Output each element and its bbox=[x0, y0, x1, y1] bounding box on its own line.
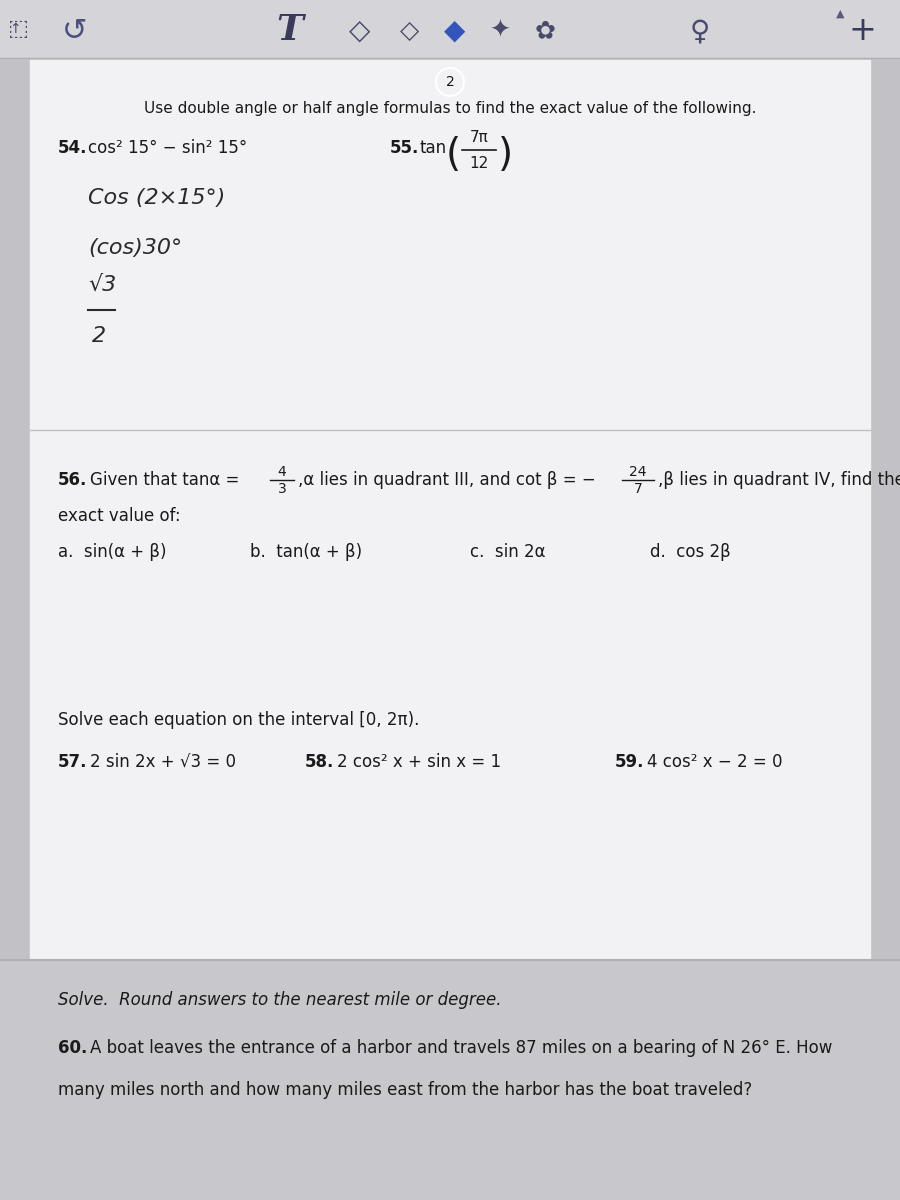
Text: ,β lies in quadrant IV, find the: ,β lies in quadrant IV, find the bbox=[658, 470, 900, 490]
Text: cos² 15° − sin² 15°: cos² 15° − sin² 15° bbox=[88, 139, 248, 157]
Text: 24: 24 bbox=[629, 464, 647, 479]
Text: T: T bbox=[276, 13, 303, 47]
Text: ): ) bbox=[498, 136, 513, 174]
Text: 7π: 7π bbox=[470, 131, 489, 145]
Text: many miles north and how many miles east from the harbor has the boat traveled?: many miles north and how many miles east… bbox=[58, 1081, 752, 1099]
Text: 54.: 54. bbox=[58, 139, 87, 157]
Text: A boat leaves the entrance of a harbor and travels 87 miles on a bearing of N 26: A boat leaves the entrance of a harbor a… bbox=[90, 1039, 833, 1057]
Text: ◇: ◇ bbox=[400, 19, 419, 43]
Text: ⬚: ⬚ bbox=[7, 19, 29, 38]
Text: b.  tan(α + β): b. tan(α + β) bbox=[250, 542, 362, 560]
Text: 60.: 60. bbox=[58, 1039, 87, 1057]
Text: 4: 4 bbox=[277, 464, 286, 479]
Text: ↺: ↺ bbox=[62, 17, 88, 46]
Text: 55.: 55. bbox=[390, 139, 419, 157]
Text: √3: √3 bbox=[88, 275, 116, 295]
Text: 59.: 59. bbox=[615, 754, 644, 770]
Text: ✿: ✿ bbox=[535, 19, 555, 43]
Text: 2: 2 bbox=[92, 326, 106, 346]
Text: 2: 2 bbox=[446, 74, 454, 89]
Text: ♀: ♀ bbox=[689, 17, 710, 44]
Text: exact value of:: exact value of: bbox=[58, 506, 181, 526]
Text: 7: 7 bbox=[634, 482, 643, 496]
Text: (: ( bbox=[446, 136, 461, 174]
Text: 57.: 57. bbox=[58, 754, 87, 770]
Text: 2 cos² x + sin x = 1: 2 cos² x + sin x = 1 bbox=[337, 754, 501, 770]
Text: Given that tanα =: Given that tanα = bbox=[90, 470, 239, 490]
Text: tan: tan bbox=[420, 139, 447, 157]
Bar bbox=[30, 430, 870, 1110]
Text: 56.: 56. bbox=[58, 470, 87, 490]
Bar bbox=[0, 960, 900, 1200]
Text: ◇: ◇ bbox=[349, 17, 371, 44]
Text: 58.: 58. bbox=[305, 754, 335, 770]
Text: ✦: ✦ bbox=[490, 19, 510, 43]
Text: Solve.  Round answers to the nearest mile or degree.: Solve. Round answers to the nearest mile… bbox=[58, 991, 501, 1009]
Text: ◆: ◆ bbox=[445, 17, 465, 44]
Text: 4 cos² x − 2 = 0: 4 cos² x − 2 = 0 bbox=[647, 754, 782, 770]
Text: ,α lies in quadrant III, and cot β = −: ,α lies in quadrant III, and cot β = − bbox=[298, 470, 596, 490]
Text: (cos)30°: (cos)30° bbox=[88, 238, 182, 258]
Text: c.  sin 2α: c. sin 2α bbox=[470, 542, 545, 560]
Text: a.  sin(α + β): a. sin(α + β) bbox=[58, 542, 166, 560]
Text: ▲: ▲ bbox=[836, 8, 844, 19]
Text: ↑: ↑ bbox=[9, 22, 21, 36]
Text: Solve each equation on the interval [0, 2π).: Solve each equation on the interval [0, … bbox=[58, 710, 419, 728]
Text: Use double angle or half angle formulas to find the exact value of the following: Use double angle or half angle formulas … bbox=[144, 101, 756, 115]
Text: 12: 12 bbox=[470, 156, 489, 170]
Bar bbox=[30, 60, 870, 430]
Text: +: + bbox=[848, 14, 876, 48]
Text: Cos (2×15°): Cos (2×15°) bbox=[88, 188, 225, 208]
Text: 2 sin 2x + √3 = 0: 2 sin 2x + √3 = 0 bbox=[90, 754, 236, 770]
Text: d.  cos 2β: d. cos 2β bbox=[650, 542, 731, 560]
Bar bbox=[0, 0, 900, 58]
Text: 3: 3 bbox=[277, 482, 286, 496]
